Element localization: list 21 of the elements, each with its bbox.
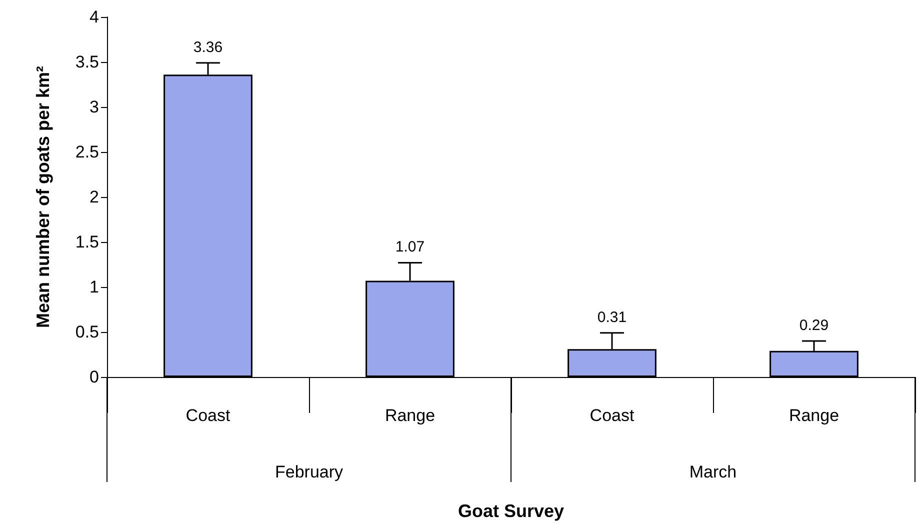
y-tick-label: 3: [90, 98, 99, 116]
data-label: 3.36: [193, 38, 223, 56]
y-tick-label: 0.5: [75, 322, 99, 342]
y-axis-title: Mean number of goats per km²: [33, 66, 53, 328]
data-label: 0.31: [597, 308, 627, 326]
y-tick-label: 4: [90, 8, 99, 26]
data-label: 0.29: [799, 317, 829, 334]
y-tick-label: 2: [90, 188, 99, 206]
x-tick-label: Range: [384, 406, 436, 425]
y-tick-label: 0: [90, 368, 99, 386]
x-axis-title: Goat Survey: [458, 501, 564, 521]
y-tick-label: 2.5: [75, 142, 99, 162]
text: March: [689, 462, 737, 482]
y-tick-label: 1.5: [75, 232, 99, 252]
y-tick-label: 3.5: [75, 52, 99, 72]
x-tick-label: Coast: [186, 406, 230, 425]
text: February: [274, 462, 344, 482]
y-tick-label: 1: [90, 278, 99, 296]
x-tick-label: Range: [788, 406, 840, 425]
x-tick-label: Coast: [590, 406, 634, 425]
data-label: 1.07: [395, 238, 425, 256]
